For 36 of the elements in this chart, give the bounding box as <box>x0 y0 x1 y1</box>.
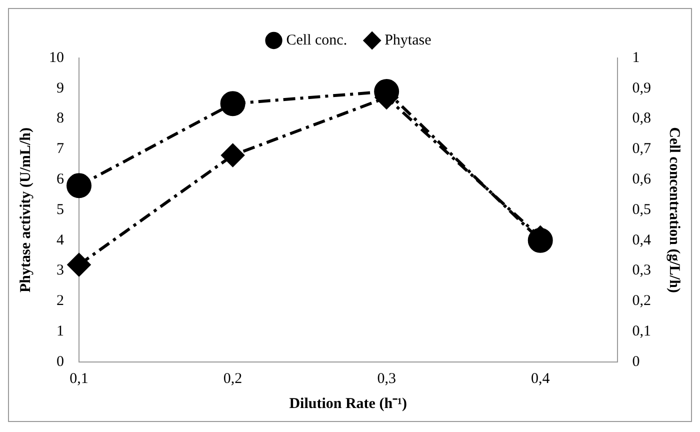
point <box>66 173 92 198</box>
legend-label: Phytase <box>384 32 432 48</box>
y-tick-label: 8 <box>56 110 64 127</box>
y2-tick-label: 1 <box>632 50 640 66</box>
x-tick-label: 0,1 <box>70 370 88 387</box>
y-tick-label: 4 <box>56 232 64 248</box>
x-tick-label: 0,3 <box>377 370 396 387</box>
y-tick-label: 2 <box>56 293 64 310</box>
y2-tick-label: 0 <box>632 354 640 370</box>
y-tick-label: 5 <box>56 202 64 218</box>
y-tick-label: 3 <box>56 262 64 279</box>
y2-tick-label: 0,4 <box>632 232 652 248</box>
point <box>68 253 90 276</box>
y-tick-label: 9 <box>56 80 64 96</box>
y-axis-title: Phytase activity (U/mL/h) <box>18 128 34 292</box>
y2-tick-label: 0,2 <box>632 293 651 310</box>
y2-tick-label: 0,5 <box>632 202 651 218</box>
point <box>528 228 553 253</box>
point <box>220 91 246 116</box>
y2-tick-label: 0,8 <box>632 110 651 127</box>
x-tick-label: 0,2 <box>223 370 242 387</box>
legend-label: Cell conc. <box>286 32 348 48</box>
y2-axis-title: Cell concentration (g/L/h) <box>666 127 682 293</box>
y2-tick-label: 0,6 <box>632 172 652 188</box>
y-tick-label: 7 <box>56 141 64 158</box>
y2-tick-label: 0,1 <box>632 324 651 340</box>
point <box>221 144 244 167</box>
y-tick-label: 0 <box>56 354 64 370</box>
y-tick-label: 6 <box>56 172 64 188</box>
y-tick-label: 1 <box>56 324 64 340</box>
y2-tick-label: 0,7 <box>632 141 652 158</box>
x-tick-label: 0,4 <box>530 370 550 387</box>
y-tick-label: 10 <box>49 50 64 66</box>
y2-tick-label: 0,9 <box>632 80 651 96</box>
x-axis-title: Dilution Rate (h⁻¹) <box>289 396 408 412</box>
y2-tick-label: 0,3 <box>632 262 651 279</box>
